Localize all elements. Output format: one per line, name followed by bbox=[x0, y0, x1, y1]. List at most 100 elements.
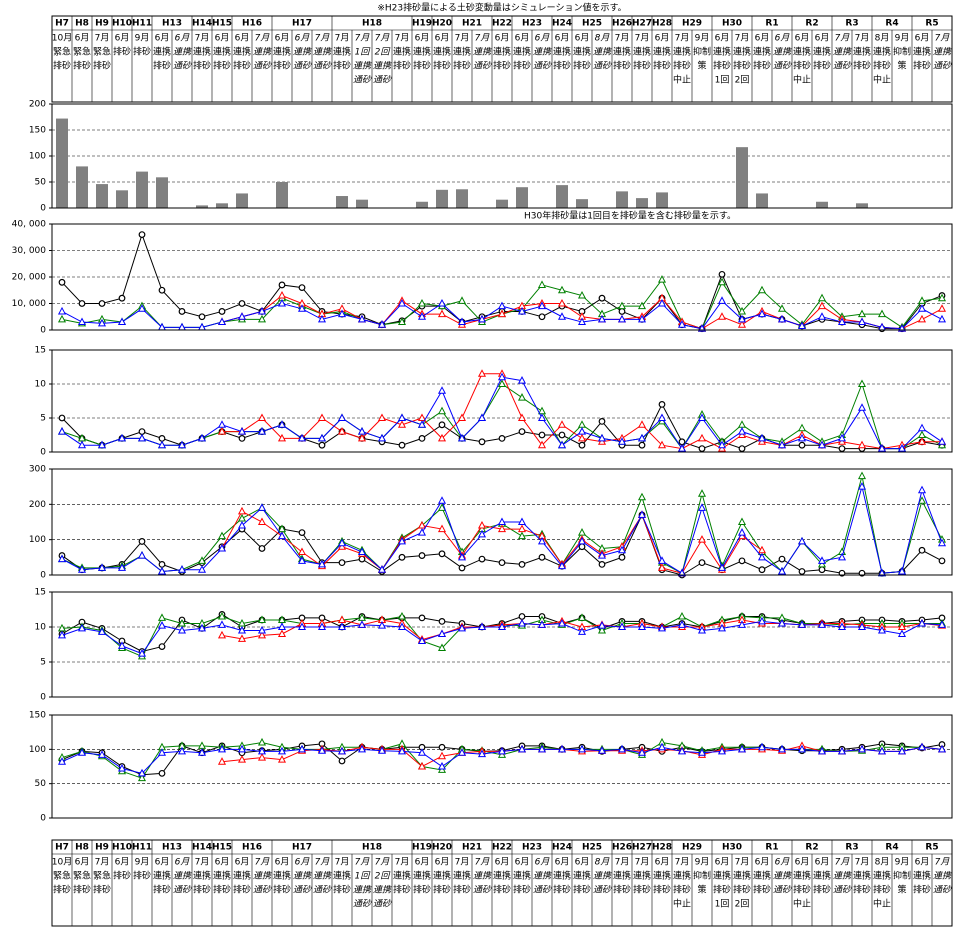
point bbox=[717, 623, 727, 632]
event-label: 排砂 bbox=[193, 884, 211, 896]
event-label: 策 bbox=[897, 884, 906, 896]
point bbox=[537, 301, 547, 310]
point bbox=[557, 561, 567, 570]
y-tick-label: 0 bbox=[40, 814, 46, 824]
point bbox=[417, 520, 427, 529]
event-label: 6月 bbox=[815, 33, 830, 44]
point bbox=[417, 413, 427, 421]
point bbox=[158, 286, 166, 294]
point bbox=[857, 309, 867, 318]
event-label: 連携 bbox=[913, 46, 931, 58]
event-label: 連携 bbox=[673, 46, 691, 58]
event-label: 6月 bbox=[275, 857, 290, 868]
event-label: 連携 bbox=[793, 870, 811, 882]
bar bbox=[656, 192, 668, 208]
point bbox=[457, 623, 467, 632]
event-label: 連携 bbox=[333, 870, 351, 882]
point bbox=[857, 317, 867, 326]
point bbox=[857, 744, 867, 753]
event-label: 6月 bbox=[175, 33, 191, 44]
point bbox=[737, 306, 747, 315]
event-label: 排砂 bbox=[393, 884, 411, 896]
point bbox=[617, 314, 627, 323]
event-label: 連携 bbox=[533, 871, 552, 882]
y-tick-label: 50 bbox=[35, 779, 47, 789]
point bbox=[517, 531, 527, 540]
series-line bbox=[221, 510, 763, 574]
point bbox=[577, 627, 587, 635]
point bbox=[717, 312, 727, 320]
point bbox=[538, 553, 546, 561]
event-label: 9月 bbox=[695, 33, 710, 44]
point bbox=[477, 413, 487, 421]
point bbox=[358, 555, 366, 563]
point bbox=[117, 433, 127, 442]
point bbox=[197, 748, 207, 756]
year-label: H13 bbox=[162, 19, 182, 29]
point bbox=[577, 613, 587, 621]
point bbox=[537, 744, 547, 753]
y-tick-label: 0 bbox=[40, 693, 46, 703]
point bbox=[197, 623, 207, 632]
year-label: R3 bbox=[845, 843, 858, 853]
bar bbox=[76, 166, 88, 208]
event-label: 6月 bbox=[535, 33, 551, 44]
point bbox=[237, 755, 247, 763]
bar bbox=[356, 199, 368, 208]
point bbox=[797, 744, 807, 753]
point bbox=[497, 372, 507, 381]
event-label: 抑制 bbox=[693, 870, 711, 882]
year-label: H8 bbox=[75, 843, 89, 853]
point bbox=[437, 503, 447, 511]
point bbox=[658, 401, 666, 408]
event-label: 連携 bbox=[673, 870, 691, 882]
event-label: 6月 bbox=[555, 857, 570, 868]
point bbox=[597, 621, 607, 629]
event-label: 連携 bbox=[513, 46, 531, 58]
point bbox=[777, 618, 787, 627]
point bbox=[437, 406, 447, 415]
point bbox=[218, 308, 226, 315]
point bbox=[277, 755, 287, 763]
point bbox=[317, 433, 327, 442]
y-tick-label: 10 bbox=[35, 380, 47, 390]
point bbox=[917, 430, 927, 438]
bar bbox=[856, 203, 868, 208]
point bbox=[897, 629, 907, 637]
point bbox=[477, 520, 487, 529]
year-label: H21 bbox=[462, 19, 482, 29]
point bbox=[597, 746, 607, 754]
point bbox=[437, 524, 447, 533]
point bbox=[58, 414, 66, 422]
event-label: 通砂 bbox=[253, 61, 272, 72]
point bbox=[617, 301, 627, 310]
event-label: 連携 bbox=[493, 46, 511, 58]
point bbox=[217, 630, 227, 639]
event-label: 通砂 bbox=[533, 885, 552, 896]
event-label: 連携 bbox=[473, 871, 492, 882]
event-label: 7月 bbox=[615, 857, 630, 868]
point bbox=[117, 641, 127, 649]
point bbox=[397, 317, 407, 326]
event-label: 連携 bbox=[353, 61, 372, 72]
event-label: 連携 bbox=[253, 47, 272, 58]
year-label: H24 bbox=[552, 843, 572, 853]
year-label: R5 bbox=[925, 843, 938, 853]
plot-border bbox=[51, 349, 953, 453]
point bbox=[677, 568, 687, 577]
bar bbox=[436, 189, 448, 208]
point bbox=[237, 634, 247, 642]
event-label: 7月 bbox=[935, 33, 951, 44]
point bbox=[618, 553, 626, 561]
point bbox=[897, 566, 907, 575]
event-label: 連携 bbox=[293, 871, 312, 882]
event-label: 中止 bbox=[793, 74, 811, 86]
table-border bbox=[51, 839, 953, 927]
point bbox=[418, 435, 426, 442]
bar bbox=[156, 177, 168, 208]
plot-border bbox=[51, 223, 953, 331]
point bbox=[517, 413, 527, 421]
point bbox=[717, 563, 727, 571]
point bbox=[837, 746, 847, 755]
event-label: 7月 bbox=[475, 857, 491, 868]
